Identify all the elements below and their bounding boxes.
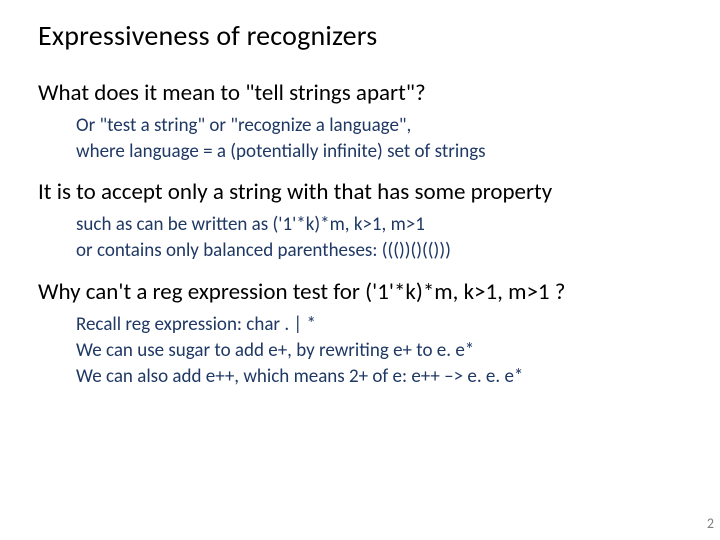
slide-title: Expressiveness of recognizers (38, 18, 692, 53)
block-3-line-2: We can use sugar to add e+, by rewriting… (76, 339, 692, 363)
block-2-line-2: or contains only balanced parentheses: (… (76, 239, 692, 263)
block-3-line-3: We can also add e++, which means 2+ of e… (76, 365, 692, 389)
block-1: What does it mean to "tell strings apart… (38, 79, 692, 164)
block-3: Why can't a reg expression test for ('1'… (38, 278, 692, 390)
page-number: 2 (707, 515, 714, 532)
block-1-heading: What does it mean to "tell strings apart… (38, 79, 692, 108)
slide: Expressiveness of recognizers What does … (0, 0, 720, 540)
block-1-line-1: Or "test a string" or "recognize a langu… (76, 114, 692, 138)
block-2-heading: It is to accept only a string with that … (38, 178, 692, 207)
block-1-line-2: where language = a (potentially infinite… (76, 140, 692, 164)
block-2: It is to accept only a string with that … (38, 178, 692, 263)
block-3-line-1: Recall reg expression: char . | * (76, 313, 692, 337)
block-3-heading: Why can't a reg expression test for ('1'… (38, 278, 692, 307)
block-2-line-1: such as can be written as ('1'*k)*m, k>1… (76, 213, 692, 237)
